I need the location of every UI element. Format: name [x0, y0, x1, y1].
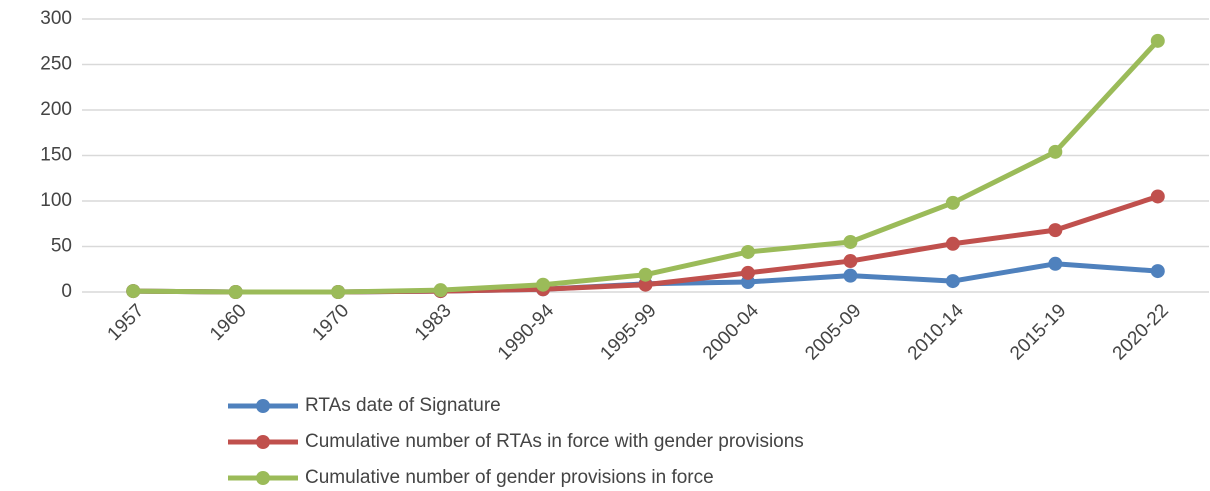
legend-marker — [256, 471, 270, 485]
point — [126, 284, 141, 299]
point — [433, 283, 448, 298]
point — [843, 254, 858, 269]
x-tick-label: 1970 — [308, 300, 353, 345]
y-tick-label: 300 — [40, 8, 72, 29]
x-tick-label: 2015-19 — [1006, 300, 1070, 364]
legend-marker — [256, 399, 270, 413]
x-tick-label: 2020-22 — [1109, 300, 1173, 364]
y-tick-label: 150 — [40, 145, 72, 166]
point — [740, 244, 755, 259]
point — [1150, 264, 1165, 279]
point — [638, 277, 653, 292]
x-tick-label: 1957 — [104, 300, 149, 345]
x-tick-label: 1983 — [411, 300, 456, 345]
y-tick-label: 50 — [51, 236, 72, 257]
y-tick-label: 0 — [61, 281, 72, 302]
x-tick-label: 1960 — [206, 300, 251, 345]
legend-label: Cumulative number of RTAs in force with … — [305, 431, 804, 452]
x-tick-label: 1990-94 — [494, 300, 558, 364]
x-tick-label: 2010-14 — [904, 300, 968, 364]
y-tick-label: 200 — [40, 99, 72, 120]
point — [843, 234, 858, 249]
point — [1048, 144, 1063, 159]
point — [1048, 223, 1063, 238]
point — [945, 195, 960, 210]
legend-label: RTAs date of Signature — [305, 395, 501, 416]
point — [843, 268, 858, 283]
point — [228, 285, 243, 299]
point — [1150, 33, 1165, 48]
point — [536, 277, 551, 292]
x-tick-label: 2005-09 — [801, 300, 865, 364]
point — [945, 274, 960, 289]
point — [945, 236, 960, 251]
series-line — [133, 39, 1160, 295]
y-tick-label: 100 — [40, 190, 72, 211]
point — [638, 267, 653, 282]
x-tick-label: 2000-04 — [699, 300, 763, 364]
legend-label: Cumulative number of gender provisions i… — [305, 467, 714, 488]
x-tick-label: 1995-99 — [596, 300, 660, 364]
point — [331, 285, 346, 299]
y-tick-label: 250 — [40, 54, 72, 75]
point — [1150, 189, 1165, 204]
point — [740, 265, 755, 280]
legend-marker — [256, 435, 270, 449]
point — [1048, 256, 1063, 271]
